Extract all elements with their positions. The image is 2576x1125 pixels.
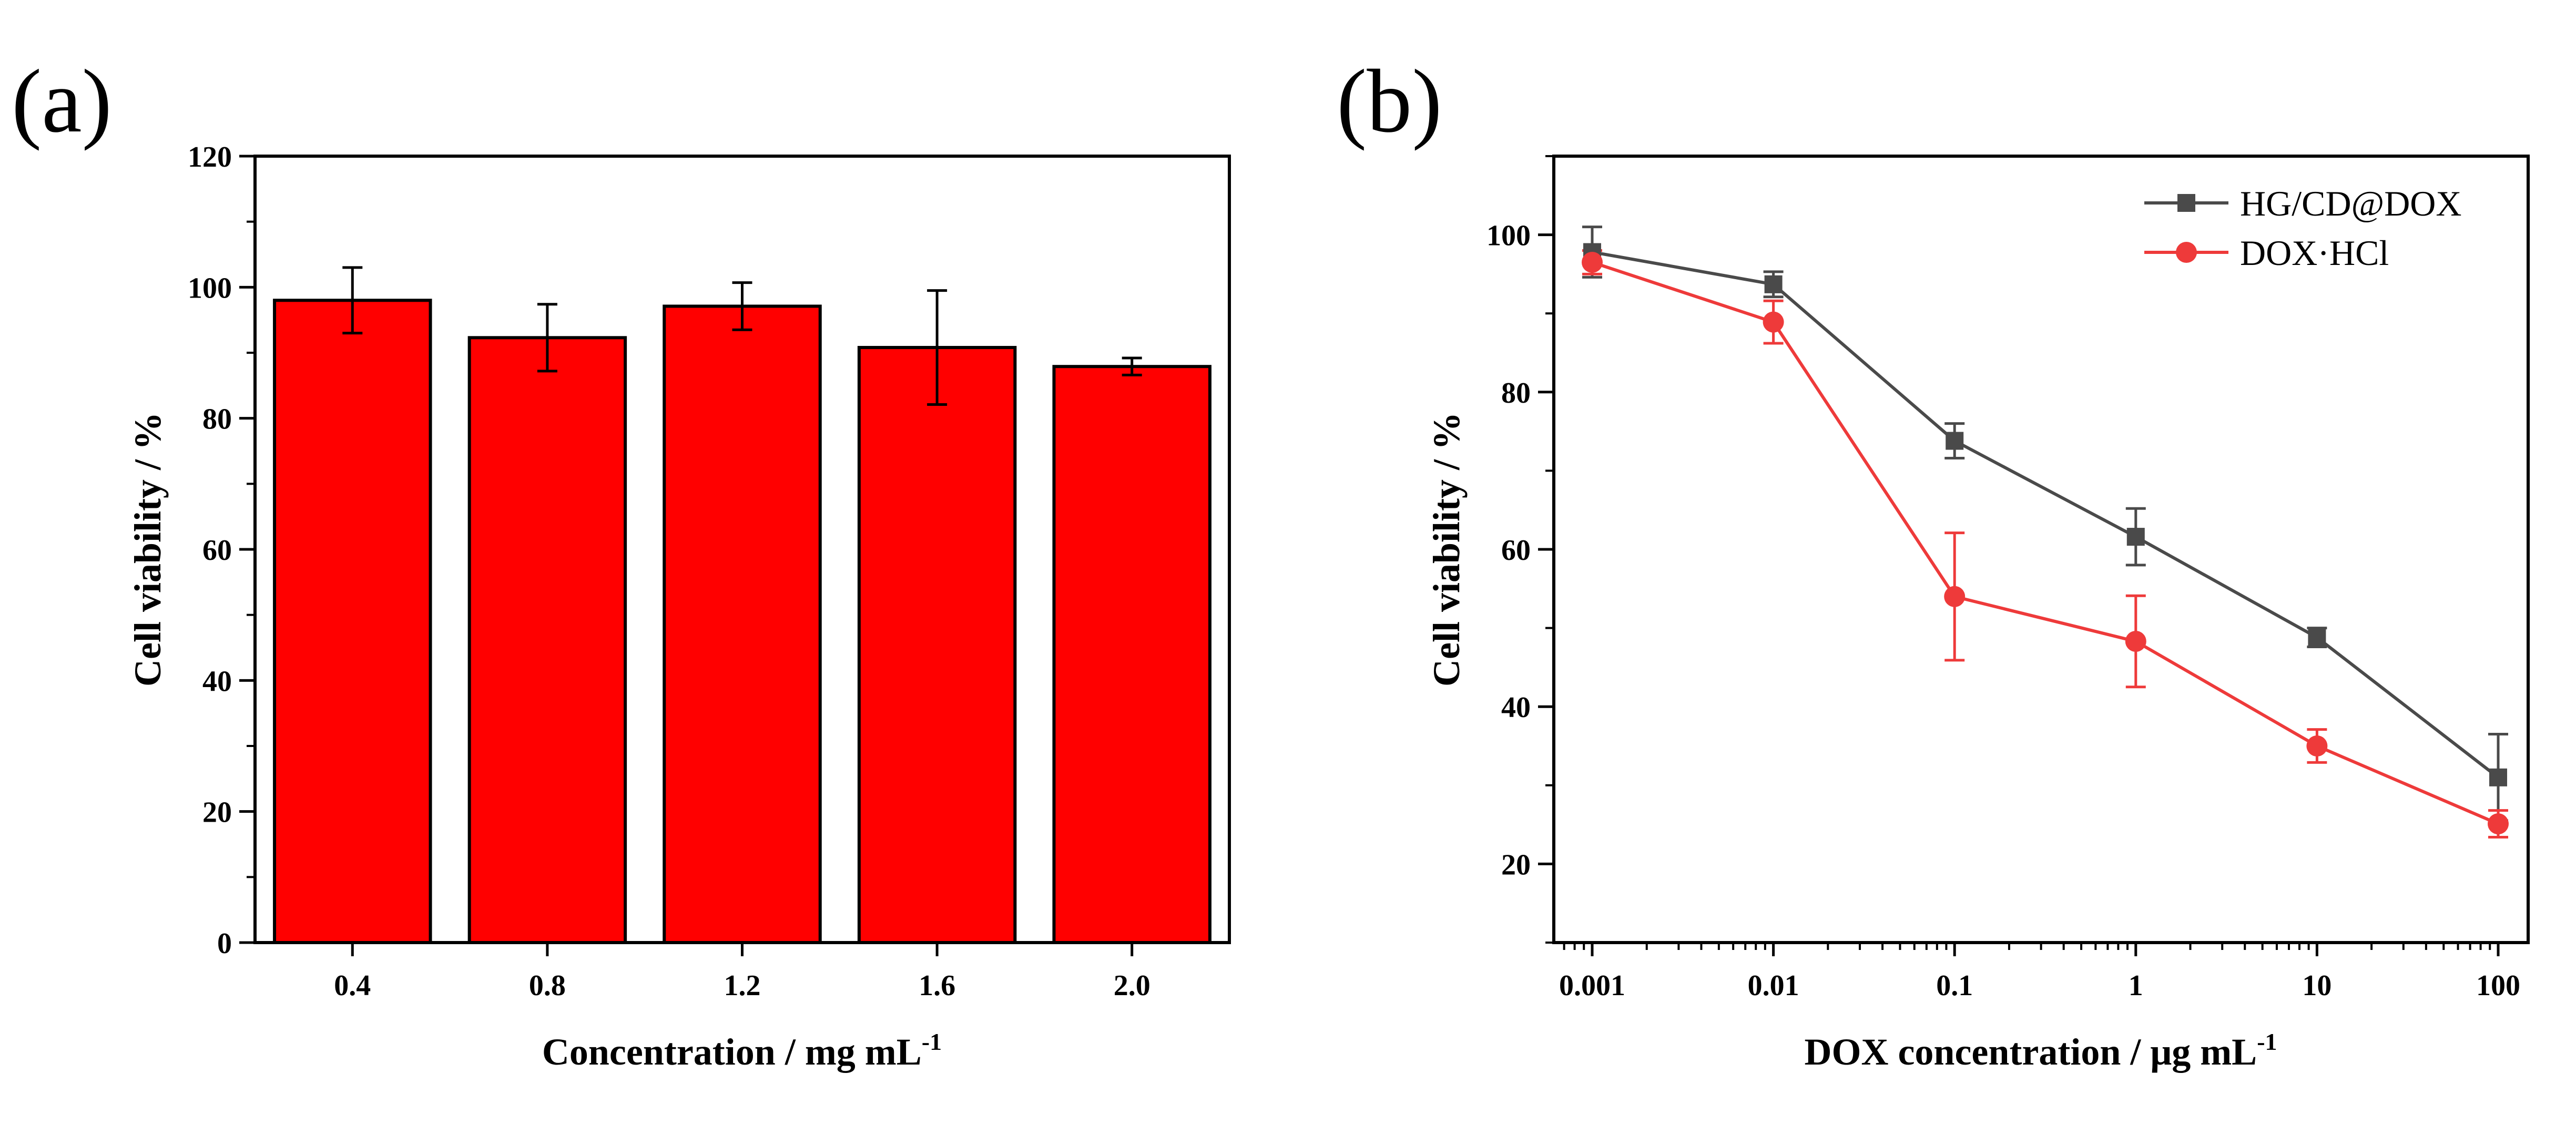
- panel-b-y-axis-title: Cell viability / %: [1426, 412, 1468, 687]
- data-point-hgcd-dox: [1946, 432, 1964, 450]
- legend-marker-hgcd-dox: [2177, 194, 2195, 212]
- panel-a-y-ticks: 0 20 40 60 80 100 120: [188, 141, 255, 960]
- y-tick-label-100: 100: [188, 272, 232, 304]
- y-tick-label-80: 80: [1501, 377, 1531, 410]
- legend-marker-dox-hcl: [2176, 242, 2197, 263]
- panel-b-letter: (b): [1337, 52, 1442, 151]
- x-tick-label: 0.01: [1748, 969, 1799, 1002]
- panel-b-y-ticks: 20 40 60 80 100: [1486, 155, 1554, 944]
- x-tick-label-0.4: 0.4: [334, 969, 371, 1002]
- panel-a-bars: [273, 299, 1211, 945]
- panel-b-series-lines: [1592, 250, 2499, 825]
- panel-a-x-axis-title-superscript: -1: [922, 1028, 942, 1055]
- bar-2.0: [1052, 365, 1211, 944]
- legend-label-dox-hcl: DOX·HCl: [2240, 233, 2389, 273]
- x-tick-label: 0.001: [1559, 969, 1625, 1002]
- panel-b-legend: HG/CD@DOX DOX·HCl: [2144, 183, 2462, 273]
- legend-label-hgcd-dox: HG/CD@DOX: [2240, 183, 2462, 223]
- panel-a-error-bars: [342, 266, 1142, 406]
- data-point-dox-hcl: [2488, 813, 2509, 835]
- bar-0.4: [273, 299, 432, 944]
- data-point-hgcd-dox: [2126, 528, 2145, 546]
- x-tick-label: 100: [2476, 969, 2520, 1002]
- y-tick-label-40: 40: [202, 665, 232, 698]
- data-point-dox-hcl: [1582, 251, 1603, 273]
- panel-a-y-axis-title: Cell viability / %: [127, 412, 169, 687]
- panel-a-x-ticks: 0.4 0.8 1.2 1.6 2.0: [334, 943, 1150, 1002]
- panel-a-x-axis-title: Concentration / mg mL-1: [542, 1028, 942, 1073]
- bar-0.8: [467, 336, 627, 944]
- panel-a-x-axis-title-main: Concentration / mg mL: [542, 1031, 922, 1073]
- panel-b-x-axis-title: DOX concentration / μg mL-1: [1804, 1028, 2277, 1073]
- panel-a-bar-chart: (a) 0 20 40 60 80 100 120 0.4 0.8 1.2 1.6 2.0 Conc…: [12, 52, 1231, 1073]
- panel-b-error-bars: [1582, 226, 2508, 839]
- x-tick-label-1.2: 1.2: [724, 969, 761, 1002]
- y-tick-label-60: 60: [1501, 534, 1531, 567]
- panel-a-letter: (a): [12, 52, 112, 151]
- x-tick-label: 1: [2129, 969, 2143, 1002]
- series-line-hgcd-dox: [1592, 250, 2499, 779]
- y-tick-label-20: 20: [202, 796, 232, 829]
- panel-b-line-chart: (b) 20 40 60 80 100 0.001 0.01 0.1 1 10 100 HG/CD…: [1337, 52, 2530, 1073]
- panel-b-x-ticks: 0.001 0.01 0.1 1 10 100: [1559, 943, 2520, 1002]
- x-tick-label-2.0: 2.0: [1114, 969, 1150, 1002]
- y-tick-label-40: 40: [1501, 691, 1531, 724]
- data-point-hgcd-dox: [2308, 628, 2326, 647]
- series-line-dox-hcl: [1592, 261, 2499, 825]
- x-tick-label: 0.1: [1936, 969, 1973, 1002]
- bar-1.2: [663, 304, 822, 944]
- panel-b-plot-frame: [1552, 155, 2530, 944]
- data-point-dox-hcl: [2306, 735, 2328, 756]
- y-tick-label-60: 60: [202, 534, 232, 567]
- y-tick-label-0: 0: [217, 927, 232, 960]
- y-tick-label-100: 100: [1486, 220, 1531, 252]
- x-tick-label: 10: [2302, 969, 2331, 1002]
- x-tick-label-0.8: 0.8: [529, 969, 566, 1002]
- panel-b-x-axis-title-superscript: -1: [2257, 1028, 2277, 1055]
- panel-b-markers: [1582, 243, 2509, 835]
- y-tick-label-20: 20: [1501, 848, 1531, 881]
- x-tick-label-1.6: 1.6: [919, 969, 955, 1002]
- data-point-hgcd-dox: [1764, 275, 1783, 293]
- data-point-dox-hcl: [1944, 586, 1966, 607]
- data-point-dox-hcl: [1763, 311, 1784, 333]
- bar-1.6: [857, 346, 1017, 945]
- y-tick-label-80: 80: [202, 403, 232, 436]
- y-tick-label-120: 120: [188, 141, 232, 173]
- data-point-hgcd-dox: [2489, 768, 2507, 786]
- panel-b-x-axis-title-main: DOX concentration / μg mL: [1804, 1031, 2257, 1073]
- data-point-dox-hcl: [2125, 631, 2146, 652]
